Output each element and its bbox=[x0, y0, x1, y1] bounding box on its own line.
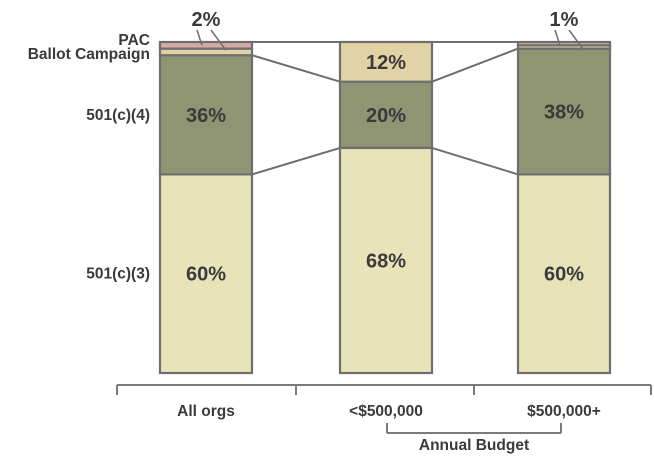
bar-500-000-ballot-campaign bbox=[338, 40, 434, 83]
group-label-annual-budget: Annual Budget bbox=[419, 437, 529, 454]
data-label-all-orgs-501-c-4: 36% bbox=[186, 105, 226, 127]
top-annotation-all-orgs: 2% bbox=[192, 9, 221, 31]
bar-500-000-501-c-4 bbox=[516, 47, 612, 176]
annotation-leader-all-orgs-b bbox=[210, 29, 227, 51]
x-tick-label-500-000: $500,000+ bbox=[527, 403, 601, 420]
legend-ballot-campaign: Ballot Campaign bbox=[28, 46, 150, 63]
data-label-500-000-ballot-campaign: 12% bbox=[366, 52, 406, 74]
connector-1-2-1 bbox=[431, 146, 519, 176]
top-annotation-500-000: 1% bbox=[550, 9, 579, 31]
bar-all-orgs-pac bbox=[158, 40, 254, 50]
bar-500-000-pac bbox=[516, 40, 612, 47]
annotations: 2% 1% bbox=[192, 9, 585, 51]
data-label-500-000-501-c-4: 38% bbox=[544, 102, 584, 124]
legend-501-c-3: 501(c)(3) bbox=[86, 266, 150, 283]
legend-pac: PAC bbox=[118, 32, 150, 49]
connector-lines bbox=[251, 41, 519, 176]
bar-500-000-501-c-3 bbox=[516, 173, 612, 375]
bars: 60% 36% 68% 20% 12% 60% 38% bbox=[158, 40, 612, 375]
x-tick-label-all-orgs: All orgs bbox=[177, 403, 235, 420]
x-axis: All orgs <$500,000 $500,000+ Annual Budget bbox=[116, 384, 652, 454]
bar-all-orgs-501-c-3 bbox=[158, 173, 254, 375]
data-label-all-orgs-501-c-3: 60% bbox=[186, 264, 226, 286]
annotation-leader-500-000-a bbox=[554, 29, 561, 46]
data-label-500-000-501-c-3: 60% bbox=[544, 264, 584, 286]
legend-501-c-4: 501(c)(4) bbox=[86, 107, 150, 124]
data-label-500-000-501-c-3: 68% bbox=[366, 250, 406, 272]
annotation-leader-all-orgs-a bbox=[196, 29, 203, 46]
connector-0-1-2 bbox=[251, 54, 341, 83]
connector-0-1-1 bbox=[251, 146, 341, 176]
connector-1-2-2 bbox=[431, 47, 519, 83]
x-tick-label-500-000: <$500,000 bbox=[349, 403, 423, 420]
annotation-leader-500-000-b bbox=[568, 29, 585, 51]
bar-all-orgs-501-c-4 bbox=[158, 54, 254, 176]
data-label-500-000-501-c-4: 20% bbox=[366, 105, 406, 127]
